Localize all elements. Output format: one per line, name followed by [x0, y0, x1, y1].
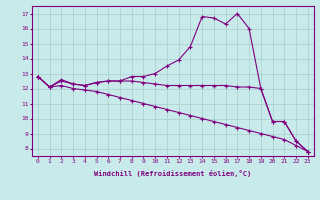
X-axis label: Windchill (Refroidissement éolien,°C): Windchill (Refroidissement éolien,°C): [94, 170, 252, 177]
